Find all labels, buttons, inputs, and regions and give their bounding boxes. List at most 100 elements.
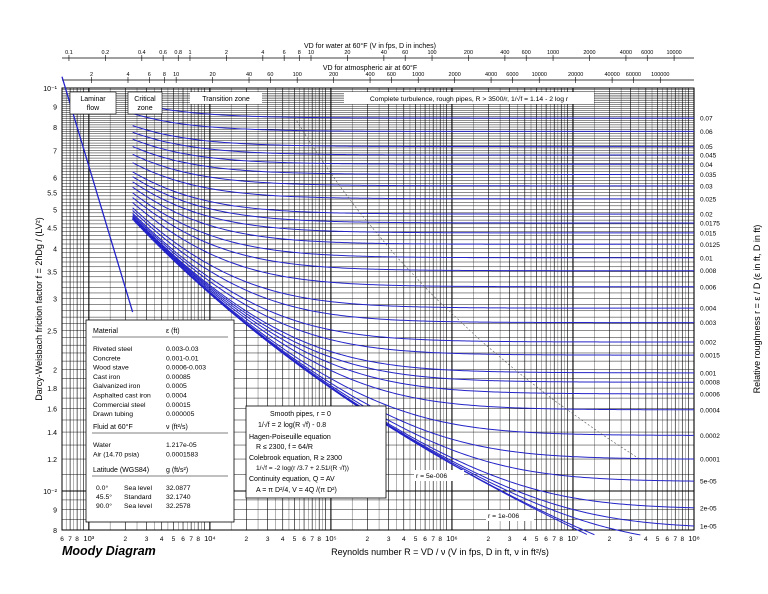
- top-air-tick-label: 10000: [532, 72, 547, 78]
- x-tick-label-minor: 7: [310, 536, 314, 543]
- top-air-tick-label: 600: [387, 72, 396, 78]
- x-axis-label: Reynolds number R = VD / ν (V in fps, D …: [331, 547, 549, 557]
- roughness-label: 0.045: [700, 153, 717, 160]
- roughness-label: 0.05: [700, 144, 713, 151]
- x-tick-label-minor: 4: [281, 536, 285, 543]
- roughness-curve: [132, 217, 694, 411]
- top-water-tick-label: 0.6: [159, 50, 167, 56]
- latitude-note: Standard: [124, 494, 152, 501]
- top-water-tick-label: 10000: [666, 50, 681, 56]
- x-tick-label-minor: 5: [535, 536, 539, 543]
- gravity-value: 32.2578: [166, 503, 191, 510]
- x-tick-label-minor: 5: [414, 536, 418, 543]
- top-axis-air-title: VD for atmospheric air at 60°F: [323, 64, 417, 72]
- viscosity-header: ν (ft²/s): [166, 424, 188, 431]
- y-tick-label: 2: [53, 368, 57, 375]
- fluid-name: Air (14.70 psia): [93, 451, 139, 458]
- top-air-tick-label: 20: [210, 72, 216, 78]
- top-water-tick-label: 8: [298, 50, 301, 56]
- top-water-tick-label: 4: [261, 50, 264, 56]
- material-roughness: 0.000005: [166, 411, 195, 418]
- top-water-tick-label: 0.1: [65, 50, 73, 56]
- fluid-viscosity: 0.0001583: [166, 451, 198, 458]
- roughness-label: 5e-05: [700, 479, 717, 486]
- top-air-tick-label: 6: [148, 72, 151, 78]
- top-water-tick-label: 0.2: [102, 50, 110, 56]
- top-water-tick-label: 10: [308, 50, 314, 56]
- top-water-tick-label: 200: [464, 50, 473, 56]
- x-tick-label-minor: 8: [75, 536, 79, 543]
- top-water-tick-label: 6000: [641, 50, 653, 56]
- top-water-tick-label: 1000: [547, 50, 559, 56]
- latitude-value: 45.5°: [96, 493, 112, 501]
- zone-laminar-line1: Laminar: [80, 96, 106, 103]
- x-tick-label-minor: 4: [402, 536, 406, 543]
- complete-turbulence-boundary: [294, 117, 639, 459]
- roughness-label: 0.0006: [700, 391, 720, 398]
- x-tick-label-minor: 2: [366, 536, 370, 543]
- curve-annotation-5e-6: r = 5e-006: [414, 470, 464, 481]
- zone-transition: Transition zone: [190, 92, 262, 104]
- material-name: Wood stave: [93, 365, 129, 372]
- roughness-label: 0.0008: [700, 380, 720, 387]
- zone-complete-label: Complete turbulence, rough pipes, R > 35…: [370, 95, 569, 103]
- x-tick-label-minor: 5: [656, 536, 660, 543]
- y-tick-label: 8: [53, 528, 57, 535]
- y-tick-label: 1.8: [47, 386, 57, 393]
- top-air-ticks: 2 4 6 8 10 20 40 60 100 200 400 600 1000 2000 4000 6000…: [90, 72, 669, 83]
- roughness-curve: [132, 214, 694, 356]
- roughness-label: 0.004: [700, 306, 717, 313]
- roughness-label: 0.035: [700, 172, 717, 179]
- y-tick-label: 10⁻²: [43, 489, 57, 496]
- y-tick-label: 8: [53, 125, 57, 132]
- x-tick-label-minor: 7: [68, 536, 72, 543]
- roughness-label: 2e-05: [700, 505, 717, 512]
- eq-smooth-title: Smooth pipes, r = 0: [270, 411, 331, 418]
- roughness-curve: [132, 162, 694, 200]
- roughness-curve: [132, 125, 694, 148]
- top-air-tick-label: 60: [267, 72, 273, 78]
- top-water-tick-label: 20: [344, 50, 350, 56]
- x-tick-label-minor: 8: [680, 536, 684, 543]
- roughness-curve: [132, 181, 694, 234]
- roughness-label: 0.001: [700, 370, 717, 377]
- roughness-curve: [132, 202, 694, 288]
- y-tick-label: 9: [53, 104, 57, 111]
- zone-critical-line1: Critical: [134, 96, 156, 103]
- top-air-tick-label: 20000: [568, 72, 583, 78]
- top-air-tick-label: 40: [246, 72, 252, 78]
- material-name: Asphalted cast iron: [93, 393, 151, 400]
- x-tick-label-major: 10⁶: [446, 534, 457, 543]
- top-air-tick-label: 100000: [651, 72, 669, 78]
- x-tick-label-minor: 7: [189, 536, 193, 543]
- material-header: Material: [93, 328, 118, 335]
- zone-laminar-label: Laminar flow: [80, 96, 106, 112]
- x-tick-label-minor: 3: [387, 536, 391, 543]
- material-roughness: 0.00085: [166, 374, 191, 381]
- curve-annotation-1e-6: r = 1e-006: [486, 510, 534, 521]
- roughness-label: 0.003: [700, 320, 717, 327]
- x-tick-label-minor: 5: [172, 536, 176, 543]
- y-tick-label: 6: [53, 175, 57, 182]
- x-tick-label-major: 10⁷: [567, 534, 578, 543]
- latitude-value: 90.0°: [96, 502, 112, 510]
- x-tick-label-minor: 7: [673, 536, 677, 543]
- roughness-curve: [132, 210, 694, 324]
- x-tick-label-minor: 4: [160, 536, 164, 543]
- roughness-label: 0.03: [700, 183, 713, 190]
- material-roughness: 0.00015: [166, 402, 191, 409]
- roughness-label: 0.01: [700, 255, 713, 262]
- latitude-note: Sea level: [124, 503, 152, 510]
- material-name: Riveted steel: [93, 346, 133, 353]
- material-name: Cast iron: [93, 374, 120, 381]
- x-tick-label-minor: 5: [293, 536, 297, 543]
- top-axis-water-title: VD for water at 60°F (V in fps, D in inc…: [304, 42, 436, 50]
- top-water-tick-label: 0.8: [174, 50, 182, 56]
- fluid-viscosity: 1.217e-05: [166, 442, 197, 449]
- x-tick-label-minor: 6: [423, 536, 427, 543]
- y-tick-label: 9: [53, 507, 57, 514]
- diagram-title: Moody Diagram: [62, 544, 156, 558]
- top-water-tick-label: 6: [283, 50, 286, 56]
- roughness-label: 0.025: [700, 196, 717, 203]
- x-tick-label-minor: 6: [544, 536, 548, 543]
